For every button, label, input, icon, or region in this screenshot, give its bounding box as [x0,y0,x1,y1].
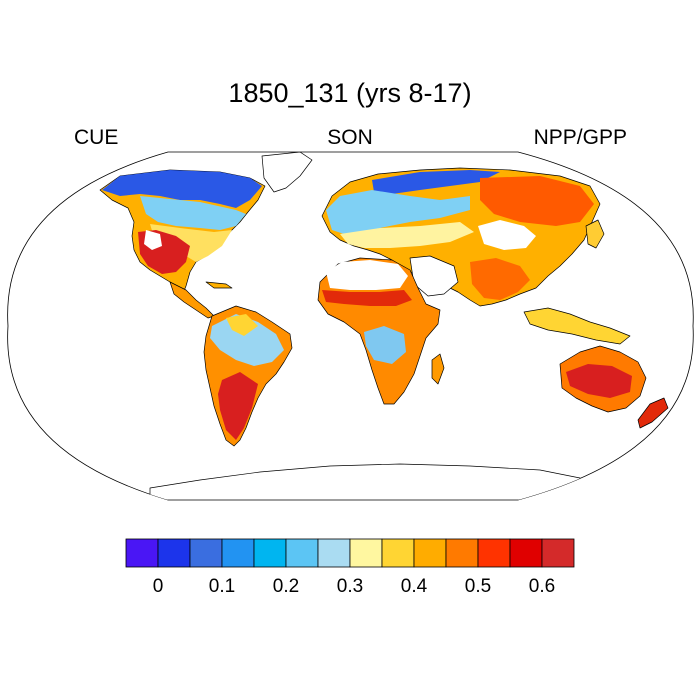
sahel-red [322,290,412,306]
congo-blue [364,326,406,364]
central-america [169,281,215,319]
antarctica [149,463,591,500]
india-red [470,258,530,300]
canada-blue [102,170,262,208]
amazon-yellow [226,314,258,336]
colorbar-tick-label: 0 [153,576,164,597]
units-label: NPP/GPP [533,126,627,149]
colorbar-box [509,538,543,568]
colorbar-box [349,538,383,568]
us-white-patch [144,230,162,250]
colorbar-box [157,538,191,568]
japan [585,219,605,249]
colorbar-box [541,538,575,568]
madagascar [431,353,445,385]
patagonia-red [218,372,258,440]
australia-red [566,364,632,398]
greenland [261,152,313,193]
colorbar-box [221,538,255,568]
amazon-lightblue [210,314,284,366]
colorbar-boxes [125,538,575,568]
colorbar-box [381,538,415,568]
colorbar-box [253,538,287,568]
cuba [205,281,233,289]
sahara-white [326,260,408,290]
new-zealand [637,397,669,429]
colorbar-box [477,538,511,568]
colorbar-box [125,538,159,568]
siberia-red [480,176,594,226]
tibet-white [478,220,536,250]
colorbar-tick-label: 0.6 [529,576,555,597]
colorbar-tick-label: 0.5 [465,576,491,597]
colorbar-tick-label: 0.2 [273,576,299,597]
canada-lightblue [140,196,246,230]
colorbar-box [317,538,351,568]
colorbar-box [285,538,319,568]
colorbar-tick-label: 0.4 [401,576,428,597]
colorbar-box [189,538,223,568]
colorbar-ticks: 0 0.1 0.2 0.3 0.4 0.5 0.6 [153,576,556,597]
plot-title: 1850_131 (yrs 8-17) [228,78,472,108]
europe-lightblue [326,190,470,236]
variable-label: CUE [74,126,119,149]
colorbar-box [413,538,447,568]
colorbar-tick-label: 0.1 [209,576,235,597]
maritime-asia [523,307,631,345]
siberia-blue [372,170,500,194]
colorbar-tick-label: 0.3 [337,576,363,597]
europe-yellow [340,222,474,248]
colorbar-box [445,538,479,568]
season-label: SON [327,126,373,149]
us-yellow [150,224,232,262]
